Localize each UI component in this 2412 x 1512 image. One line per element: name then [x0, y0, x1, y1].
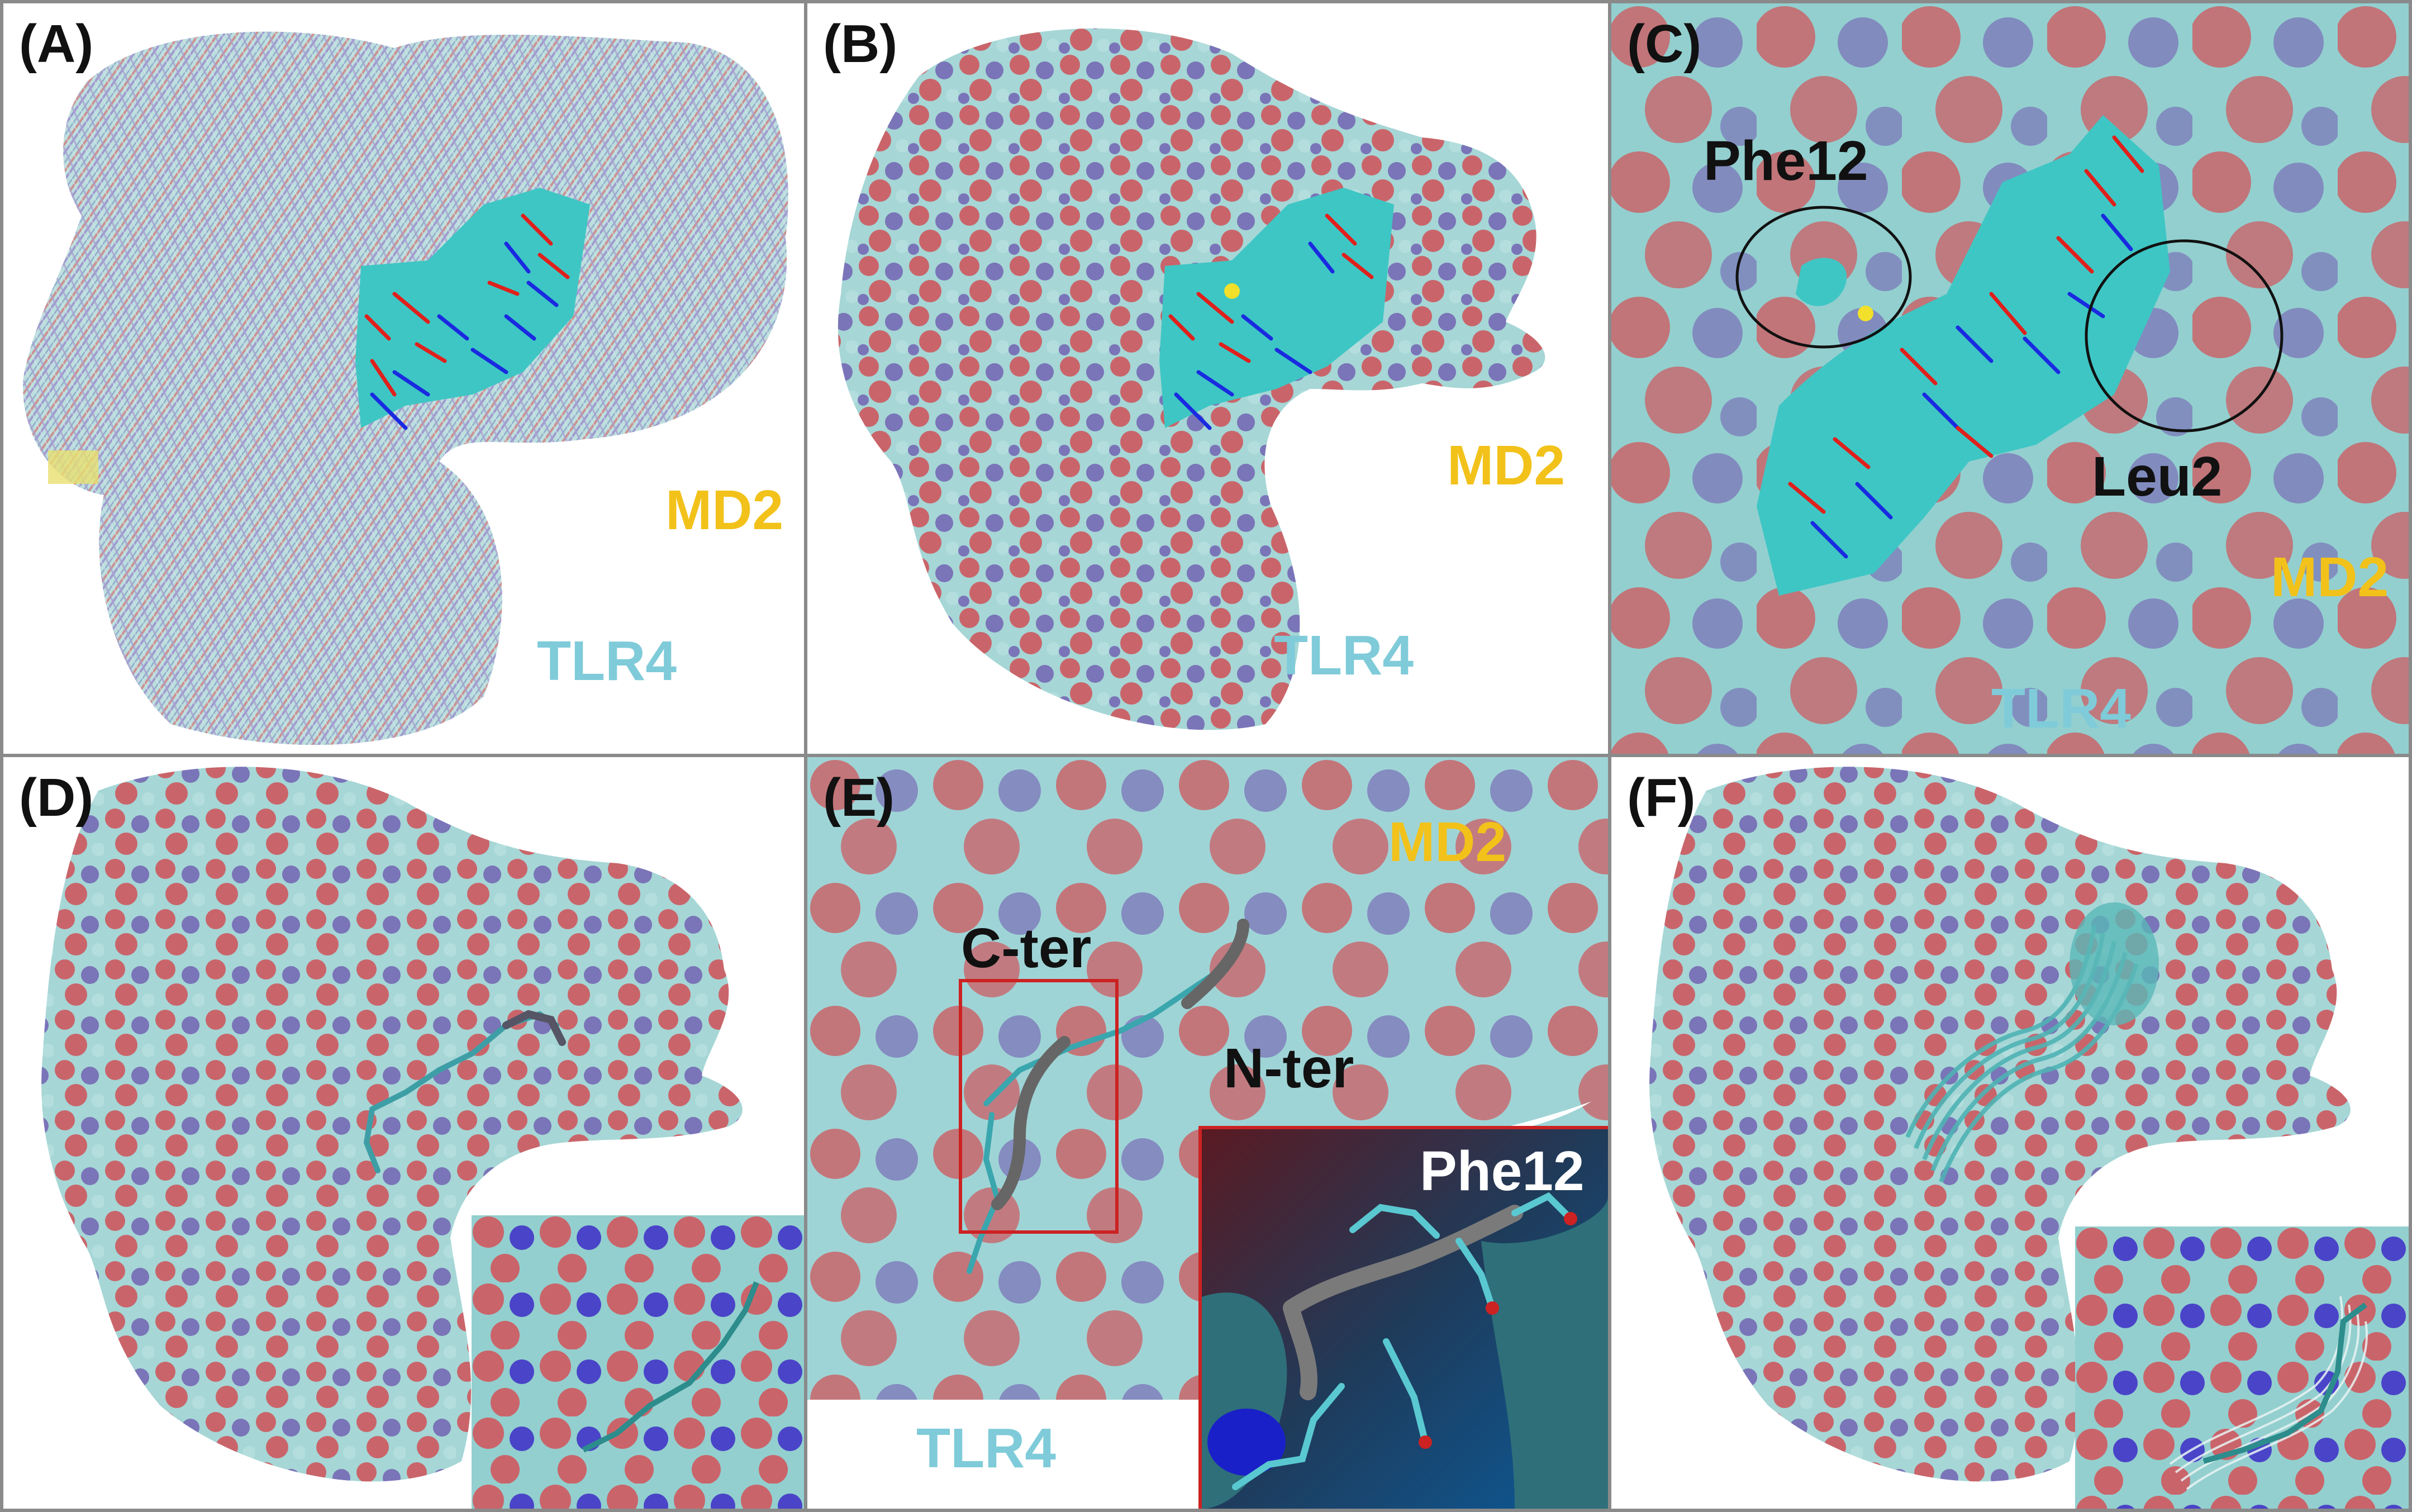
panel-e-label: (E) [823, 768, 895, 828]
panel-a-structure-lines [23, 31, 788, 745]
panel-e-inset-phe12-label: Phe12 [1420, 1140, 1585, 1202]
panel-b: (B) MD2 TLR4 [804, 0, 1611, 757]
panel-c-tlr4-label: TLR4 [1991, 677, 2131, 740]
panel-d-inset [472, 1215, 804, 1509]
panel-b-tlr4-label: TLR4 [1274, 624, 1414, 687]
panel-f: (F) [1608, 754, 2412, 1512]
panel-a-tlr4-label: TLR4 [537, 630, 677, 692]
panel-f-inset [2075, 1226, 2409, 1509]
panel-e-inset-image [1202, 1129, 1608, 1509]
panel-d-inset-image [472, 1215, 804, 1509]
panel-e-tlr4-label: TLR4 [916, 1417, 1056, 1480]
panel-b-md2-label: MD2 [1447, 434, 1566, 497]
panel-f-inset-image [2075, 1226, 2409, 1509]
panel-f-surface [1649, 767, 2351, 1482]
panel-f-label: (F) [1627, 768, 1696, 828]
panel-d-surface [41, 767, 743, 1482]
panel-b-label: (B) [823, 14, 898, 74]
panel-c-leu2-label: Leu2 [2092, 445, 2223, 508]
panel-e-cter-label: C-ter [961, 917, 1092, 980]
panel-b-surface [838, 28, 1545, 730]
panel-e-inset: Phe12 [1198, 1126, 1608, 1509]
panel-a-md2-label: MD2 [665, 479, 784, 541]
panel-c: (C) Phe12 Leu2 MD2 TLR4 [1608, 0, 2412, 757]
panel-e-nter-label: N-ter [1224, 1037, 1354, 1100]
panel-a-label: (A) [19, 14, 94, 74]
panel-c-md2-label: MD2 [2271, 546, 2389, 608]
panel-d-label: (D) [19, 768, 94, 828]
panel-c-phe12-label: Phe12 [1704, 130, 1868, 192]
panel-e-md2-label: MD2 [1388, 811, 1507, 873]
panel-a: (A) MD2 TLR4 [0, 0, 807, 757]
panel-c-surface [1611, 3, 2409, 754]
panel-e: (E) MD2 C-ter N-ter TLR4 [804, 754, 1611, 1512]
panel-c-label: (C) [1627, 14, 1702, 74]
panel-d: (D) [0, 754, 807, 1512]
